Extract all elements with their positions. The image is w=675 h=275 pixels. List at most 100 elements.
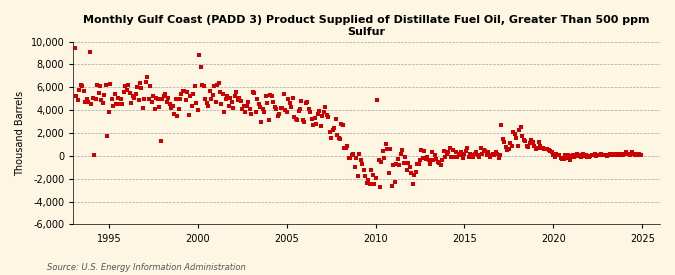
Point: [392, 157, 403, 161]
Point: [543, 148, 554, 152]
Point: [376, 160, 387, 164]
Point: [345, 156, 356, 160]
Point: [572, 152, 583, 156]
Point: [314, 109, 325, 114]
Point: [539, 147, 550, 151]
Point: [600, 153, 611, 157]
Point: [256, 119, 267, 124]
Point: [134, 81, 145, 85]
Point: [340, 146, 351, 150]
Point: [290, 117, 301, 122]
Point: [74, 87, 84, 92]
Point: [612, 152, 622, 156]
Point: [388, 163, 399, 167]
Point: [278, 92, 289, 96]
Point: [530, 147, 541, 151]
Point: [438, 149, 449, 153]
Point: [330, 117, 341, 122]
Point: [350, 165, 360, 169]
Point: [261, 94, 271, 99]
Point: [454, 153, 465, 157]
Point: [240, 110, 250, 115]
Point: [215, 90, 225, 94]
Point: [589, 152, 600, 156]
Point: [136, 86, 147, 91]
Point: [471, 150, 482, 155]
Point: [533, 140, 544, 144]
Point: [357, 162, 368, 166]
Point: [398, 161, 409, 165]
Point: [484, 155, 495, 159]
Point: [354, 152, 364, 156]
Point: [506, 143, 517, 148]
Point: [223, 103, 234, 108]
Point: [122, 87, 132, 92]
Point: [298, 118, 308, 123]
Point: [344, 156, 354, 160]
Point: [70, 46, 80, 51]
Point: [165, 106, 176, 110]
Point: [237, 107, 248, 111]
Point: [452, 155, 462, 159]
Point: [433, 160, 443, 164]
Point: [491, 152, 502, 156]
Point: [542, 147, 553, 151]
Point: [185, 94, 196, 99]
Point: [331, 133, 342, 138]
Point: [164, 102, 175, 107]
Point: [87, 95, 98, 100]
Point: [616, 153, 627, 157]
Point: [317, 114, 327, 118]
Point: [72, 98, 83, 102]
Point: [292, 118, 302, 123]
Point: [139, 97, 150, 101]
Point: [205, 89, 215, 93]
Point: [560, 153, 570, 157]
Point: [605, 153, 616, 157]
Point: [108, 103, 119, 108]
Point: [527, 140, 538, 144]
Point: [403, 161, 414, 165]
Point: [604, 152, 615, 156]
Point: [465, 152, 476, 156]
Point: [583, 155, 594, 159]
Point: [514, 127, 524, 132]
Point: [460, 149, 471, 153]
Point: [634, 152, 645, 156]
Point: [416, 148, 427, 152]
Point: [148, 94, 159, 99]
Point: [191, 101, 202, 106]
Point: [364, 182, 375, 187]
Point: [114, 102, 125, 107]
Point: [493, 156, 504, 160]
Point: [489, 153, 500, 157]
Point: [171, 114, 182, 118]
Point: [464, 155, 475, 159]
Point: [475, 146, 486, 150]
Point: [447, 148, 458, 152]
Point: [86, 102, 97, 107]
Point: [286, 104, 296, 109]
Point: [321, 112, 332, 117]
Point: [499, 140, 510, 144]
Point: [217, 92, 228, 96]
Point: [273, 114, 284, 118]
Point: [178, 89, 188, 93]
Point: [576, 155, 587, 159]
Point: [81, 97, 92, 101]
Point: [526, 138, 537, 142]
Point: [225, 95, 236, 100]
Point: [598, 153, 609, 157]
Point: [252, 97, 263, 101]
Point: [373, 158, 384, 163]
Point: [620, 150, 631, 155]
Point: [313, 111, 323, 116]
Point: [379, 156, 390, 160]
Point: [98, 101, 109, 106]
Point: [474, 155, 485, 159]
Point: [259, 110, 270, 115]
Point: [615, 152, 626, 156]
Point: [263, 118, 274, 123]
Point: [180, 98, 191, 102]
Point: [88, 153, 99, 157]
